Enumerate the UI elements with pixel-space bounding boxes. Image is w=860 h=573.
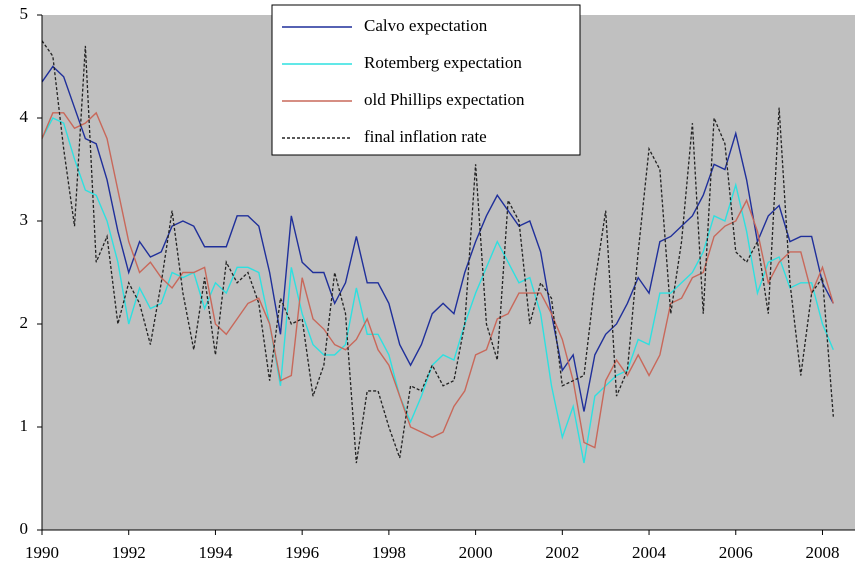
x-tick-label: 1994: [198, 543, 233, 562]
x-tick-label: 1990: [25, 543, 59, 562]
legend-box: [271, 4, 581, 156]
y-tick-label: 4: [20, 107, 29, 126]
series-line: [41, 40, 834, 464]
y-tick-label: 2: [20, 313, 29, 332]
series-line: [41, 117, 834, 464]
legend-label: final inflation rate: [364, 127, 487, 146]
x-tick-label: 2000: [459, 543, 493, 562]
legend: Calvo expectation Rotemberg expectation ol…: [271, 4, 581, 156]
y-tick-label: 0: [20, 519, 29, 538]
y-tick-label: 3: [20, 210, 29, 229]
legend-label: Calvo expectation: [364, 16, 488, 35]
x-tick-label: 2002: [545, 543, 579, 562]
x-tick-label: 1992: [112, 543, 146, 562]
x-tick-label: 2004: [632, 543, 667, 562]
legend-label: old Phillips expectation: [364, 90, 525, 109]
x-tick-label: 1996: [285, 543, 319, 562]
legend-label: Rotemberg expectation: [364, 53, 522, 72]
y-tick-label: 1: [20, 416, 29, 435]
x-tick-label: 2006: [719, 543, 753, 562]
x-tick-label: 1998: [372, 543, 406, 562]
y-tick-label: 5: [20, 4, 29, 23]
x-tick-label: 2008: [805, 543, 839, 562]
